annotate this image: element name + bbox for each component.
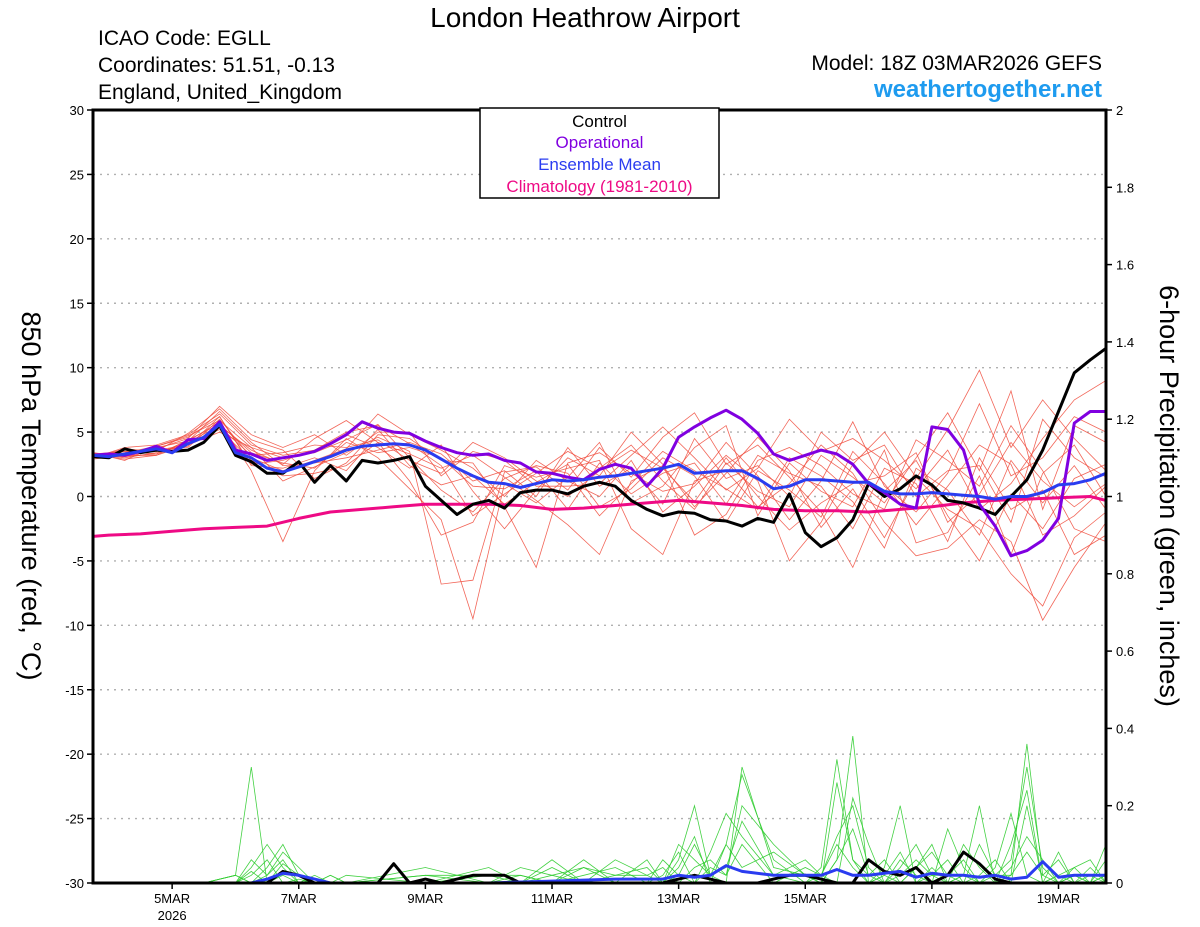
legend-box [479,107,720,199]
x-tick-label: 17MAR [910,891,953,906]
y-tick-label: -25 [65,812,84,827]
y-tick-label: 20 [70,232,84,247]
y2-tick-label: 0.6 [1116,644,1134,659]
series-operational [92,408,1106,558]
x-tick-label: 13MAR [657,891,700,906]
page-title: London Heathrow Airport [430,2,740,33]
site-link[interactable]: weathertogether.net [873,76,1102,103]
y2-tick-label: 1 [1116,490,1123,505]
x-tick-label: 5MAR [154,891,190,906]
legend: Control Operational Ensemble Mean Climat… [479,107,720,199]
y-tick-label: -15 [65,683,84,698]
ensemble-member-member-10 [93,423,1107,556]
left-axis-ticks: 30 25 20 15 10 5 0 -5 -10 -15 -20 -25 -30 [65,103,93,891]
y-tick-label: -5 [72,554,84,569]
x-axis-ticks: 5MAR 2026 7MAR 9MAR 11MAR 13MAR 15MAR 17MAR 19MA… [154,883,1080,923]
y-tick-label: -10 [65,618,84,633]
right-axis-ticks: 2 1.8 1.6 1.4 1.2 1 0.8 0.6 0.4 0.2 0 [1106,103,1134,891]
y-tick-label: 30 [70,103,84,118]
precip-member-lines [93,736,1107,885]
legend-operational: Operational [556,133,644,152]
y2-tick-label: 0 [1116,876,1123,891]
x-tick-label: 19MAR [1037,891,1080,906]
y-tick-label: 15 [70,296,84,311]
x-tick-label: 15MAR [784,891,827,906]
y2-tick-label: 2 [1116,103,1123,118]
region: England, United_Kingdom [98,81,343,104]
x-tick-year: 2026 [158,908,187,923]
series-control-precipitation [93,850,1106,885]
legend-ensemble-mean: Ensemble Mean [538,155,661,174]
y-tick-label: 5 [77,425,84,440]
model-run: Model: 18Z 03MAR2026 GEFS [811,52,1102,75]
coordinates: Coordinates: 51.51, -0.13 [98,54,335,77]
series-climatology-1981-2010 [92,495,1107,538]
x-tick-label: 9MAR [407,891,443,906]
y-tick-label: 0 [77,490,84,505]
y-tick-label: 25 [70,167,84,182]
ensemble-member-member-4 [92,421,1107,621]
y-tick-label: -30 [65,876,84,891]
y2-axis-label: 6-hour Precipitation (green, inches) [1154,285,1184,707]
y-tick-label: -20 [65,747,84,762]
y-tick-label: 10 [70,361,84,376]
ensemble-member-member-13 [92,410,1107,524]
legend-control: Control [572,112,627,131]
y2-tick-label: 1.6 [1116,258,1134,273]
x-tick-label: 11MAR [531,891,573,906]
y2-tick-label: 0.4 [1116,721,1134,736]
legend-climatology: Climatology (1981-2010) [506,177,692,196]
y2-tick-label: 1.4 [1116,335,1134,350]
ensemble-member-member-12 [92,420,1107,549]
icao-code: ICAO Code: EGLL [98,27,271,50]
x-tick-label: 7MAR [281,891,317,906]
series-ensemble-mean [92,422,1107,501]
grid-lines [93,173,1106,820]
y2-tick-label: 1.2 [1116,412,1134,427]
series-control [92,347,1107,549]
y-axis-label: 850 hPa Temperature (red, °C) [16,312,46,681]
y2-tick-label: 0.2 [1116,799,1134,814]
y2-tick-label: 0.8 [1116,567,1134,582]
y2-tick-label: 1.8 [1116,180,1134,195]
